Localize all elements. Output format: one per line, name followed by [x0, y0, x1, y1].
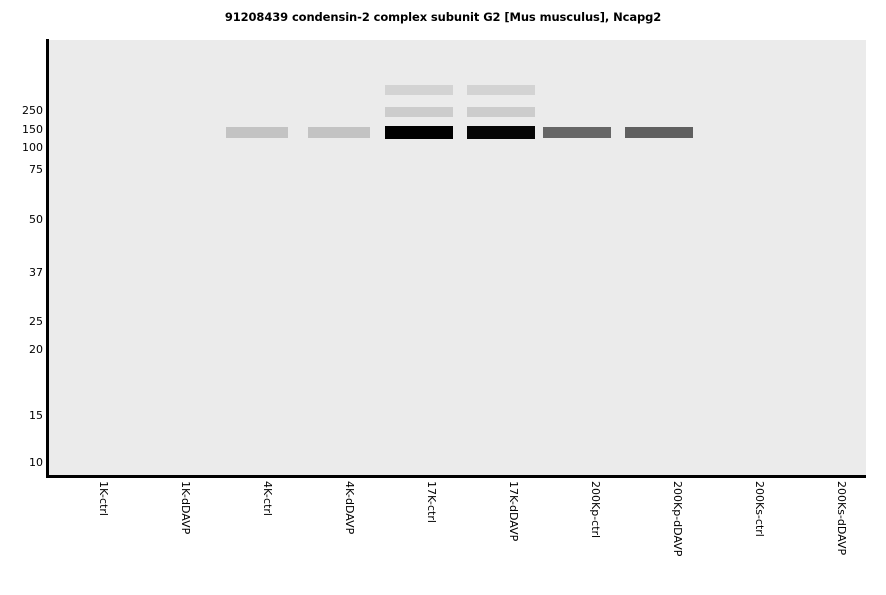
blot-band — [467, 107, 535, 117]
x-tick-label-17k-ctrl: 17K-ctrl — [425, 481, 438, 523]
y-tick-label: 250 — [22, 104, 43, 117]
blot-band — [308, 127, 370, 138]
blot-band — [385, 85, 453, 95]
y-axis-tick-labels: 250 150 100 75 50 37 25 20 15 10 — [0, 0, 46, 595]
page-title: 91208439 condensin-2 complex subunit G2 … — [224, 10, 662, 24]
y-tick-label: 150 — [22, 123, 43, 136]
blot-band — [467, 85, 535, 95]
blot-band — [226, 127, 288, 138]
y-axis-line — [46, 39, 49, 477]
y-tick-label: 25 — [29, 315, 43, 328]
y-tick-label: 100 — [22, 141, 43, 154]
x-tick-label-200kp-ddavp: 200Kp-dDAVP — [671, 481, 684, 557]
x-tick-label-1k-ddavp: 1K-dDAVP — [179, 481, 192, 535]
y-tick-label: 50 — [29, 213, 43, 226]
x-tick-label-4k-ddavp: 4K-dDAVP — [343, 481, 356, 535]
x-tick-label-200ks-ddavp: 200Ks-dDAVP — [835, 481, 848, 556]
x-tick-label-200kp-ctrl: 200Kp-ctrl — [589, 481, 602, 539]
y-tick-label: 75 — [29, 163, 43, 176]
y-tick-label: 10 — [29, 456, 43, 469]
y-tick-label: 37 — [29, 266, 43, 279]
y-tick-label: 15 — [29, 409, 43, 422]
x-tick-label-17k-ddavp: 17K-dDAVP — [507, 481, 520, 542]
y-tick-label: 20 — [29, 343, 43, 356]
blot-band — [467, 126, 535, 139]
plot-area — [49, 40, 866, 476]
x-tick-label-4k-ctrl: 4K-ctrl — [261, 481, 274, 516]
blot-band — [543, 127, 611, 138]
x-axis-line — [46, 475, 866, 478]
x-tick-label-200ks-ctrl: 200Ks-ctrl — [753, 481, 766, 537]
blot-band — [625, 127, 693, 138]
blot-band — [385, 126, 453, 139]
x-tick-label-1k-ctrl: 1K-ctrl — [97, 481, 110, 516]
blot-band — [385, 107, 453, 117]
